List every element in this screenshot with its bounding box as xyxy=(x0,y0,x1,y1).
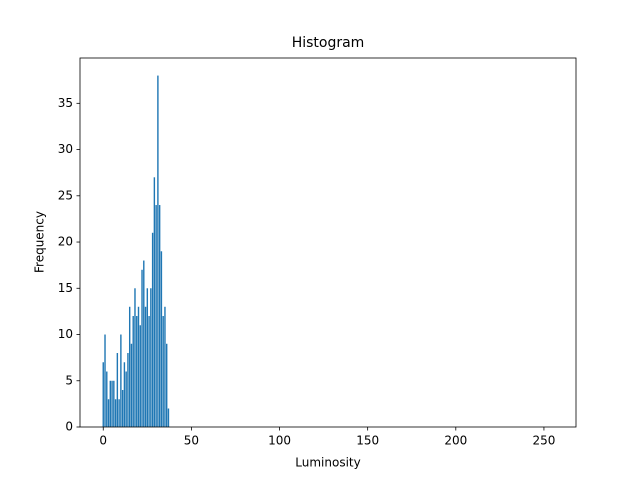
bar xyxy=(113,380,115,427)
bar xyxy=(130,343,133,427)
bar xyxy=(157,75,159,428)
y-tick-label: 25 xyxy=(58,188,73,202)
bar xyxy=(151,232,154,427)
bar xyxy=(162,316,164,427)
bar xyxy=(102,362,104,427)
bar xyxy=(125,371,127,427)
x-axis-label: Luminosity xyxy=(295,456,360,470)
bar xyxy=(148,316,150,427)
x-tick-label: 0 xyxy=(99,434,107,448)
bar xyxy=(127,353,129,427)
bar xyxy=(160,251,163,427)
bar xyxy=(141,269,143,427)
y-tick-label: 5 xyxy=(65,373,73,387)
bar xyxy=(107,399,110,427)
y-tick-label: 20 xyxy=(58,235,73,249)
bar xyxy=(158,205,161,427)
bar xyxy=(150,288,152,427)
bar xyxy=(134,288,136,427)
y-tick-label: 15 xyxy=(58,281,73,295)
bar xyxy=(146,288,149,427)
x-tick-label: 100 xyxy=(268,434,291,448)
bar xyxy=(153,177,156,427)
bar xyxy=(164,306,166,427)
bar xyxy=(166,343,168,427)
bar xyxy=(109,380,112,427)
x-tick-label: 250 xyxy=(532,434,555,448)
bar xyxy=(144,306,147,427)
y-tick-label: 30 xyxy=(58,142,73,156)
bar xyxy=(155,205,157,427)
bar xyxy=(114,399,117,427)
bar xyxy=(139,325,141,427)
bar xyxy=(137,306,140,427)
y-axis-label: Frequency xyxy=(33,211,47,273)
plot-frame xyxy=(79,57,577,428)
y-tick-label: 35 xyxy=(58,96,73,110)
bar xyxy=(121,390,124,427)
x-tick-label: 200 xyxy=(444,434,467,448)
bar xyxy=(128,306,131,427)
x-tick-label: 150 xyxy=(356,434,379,448)
bar xyxy=(123,362,126,427)
bar xyxy=(143,260,145,427)
bar xyxy=(120,334,122,427)
chart-title: Histogram xyxy=(292,35,365,51)
y-tick-label: 10 xyxy=(58,327,73,341)
bar xyxy=(167,408,170,427)
bar xyxy=(106,371,108,427)
bar xyxy=(132,316,134,427)
y-tick-label: 0 xyxy=(65,420,73,434)
bar xyxy=(118,399,120,427)
bar xyxy=(111,380,113,427)
bar xyxy=(136,316,138,427)
bar xyxy=(116,353,119,427)
bar xyxy=(104,334,106,427)
x-tick-label: 50 xyxy=(184,434,199,448)
